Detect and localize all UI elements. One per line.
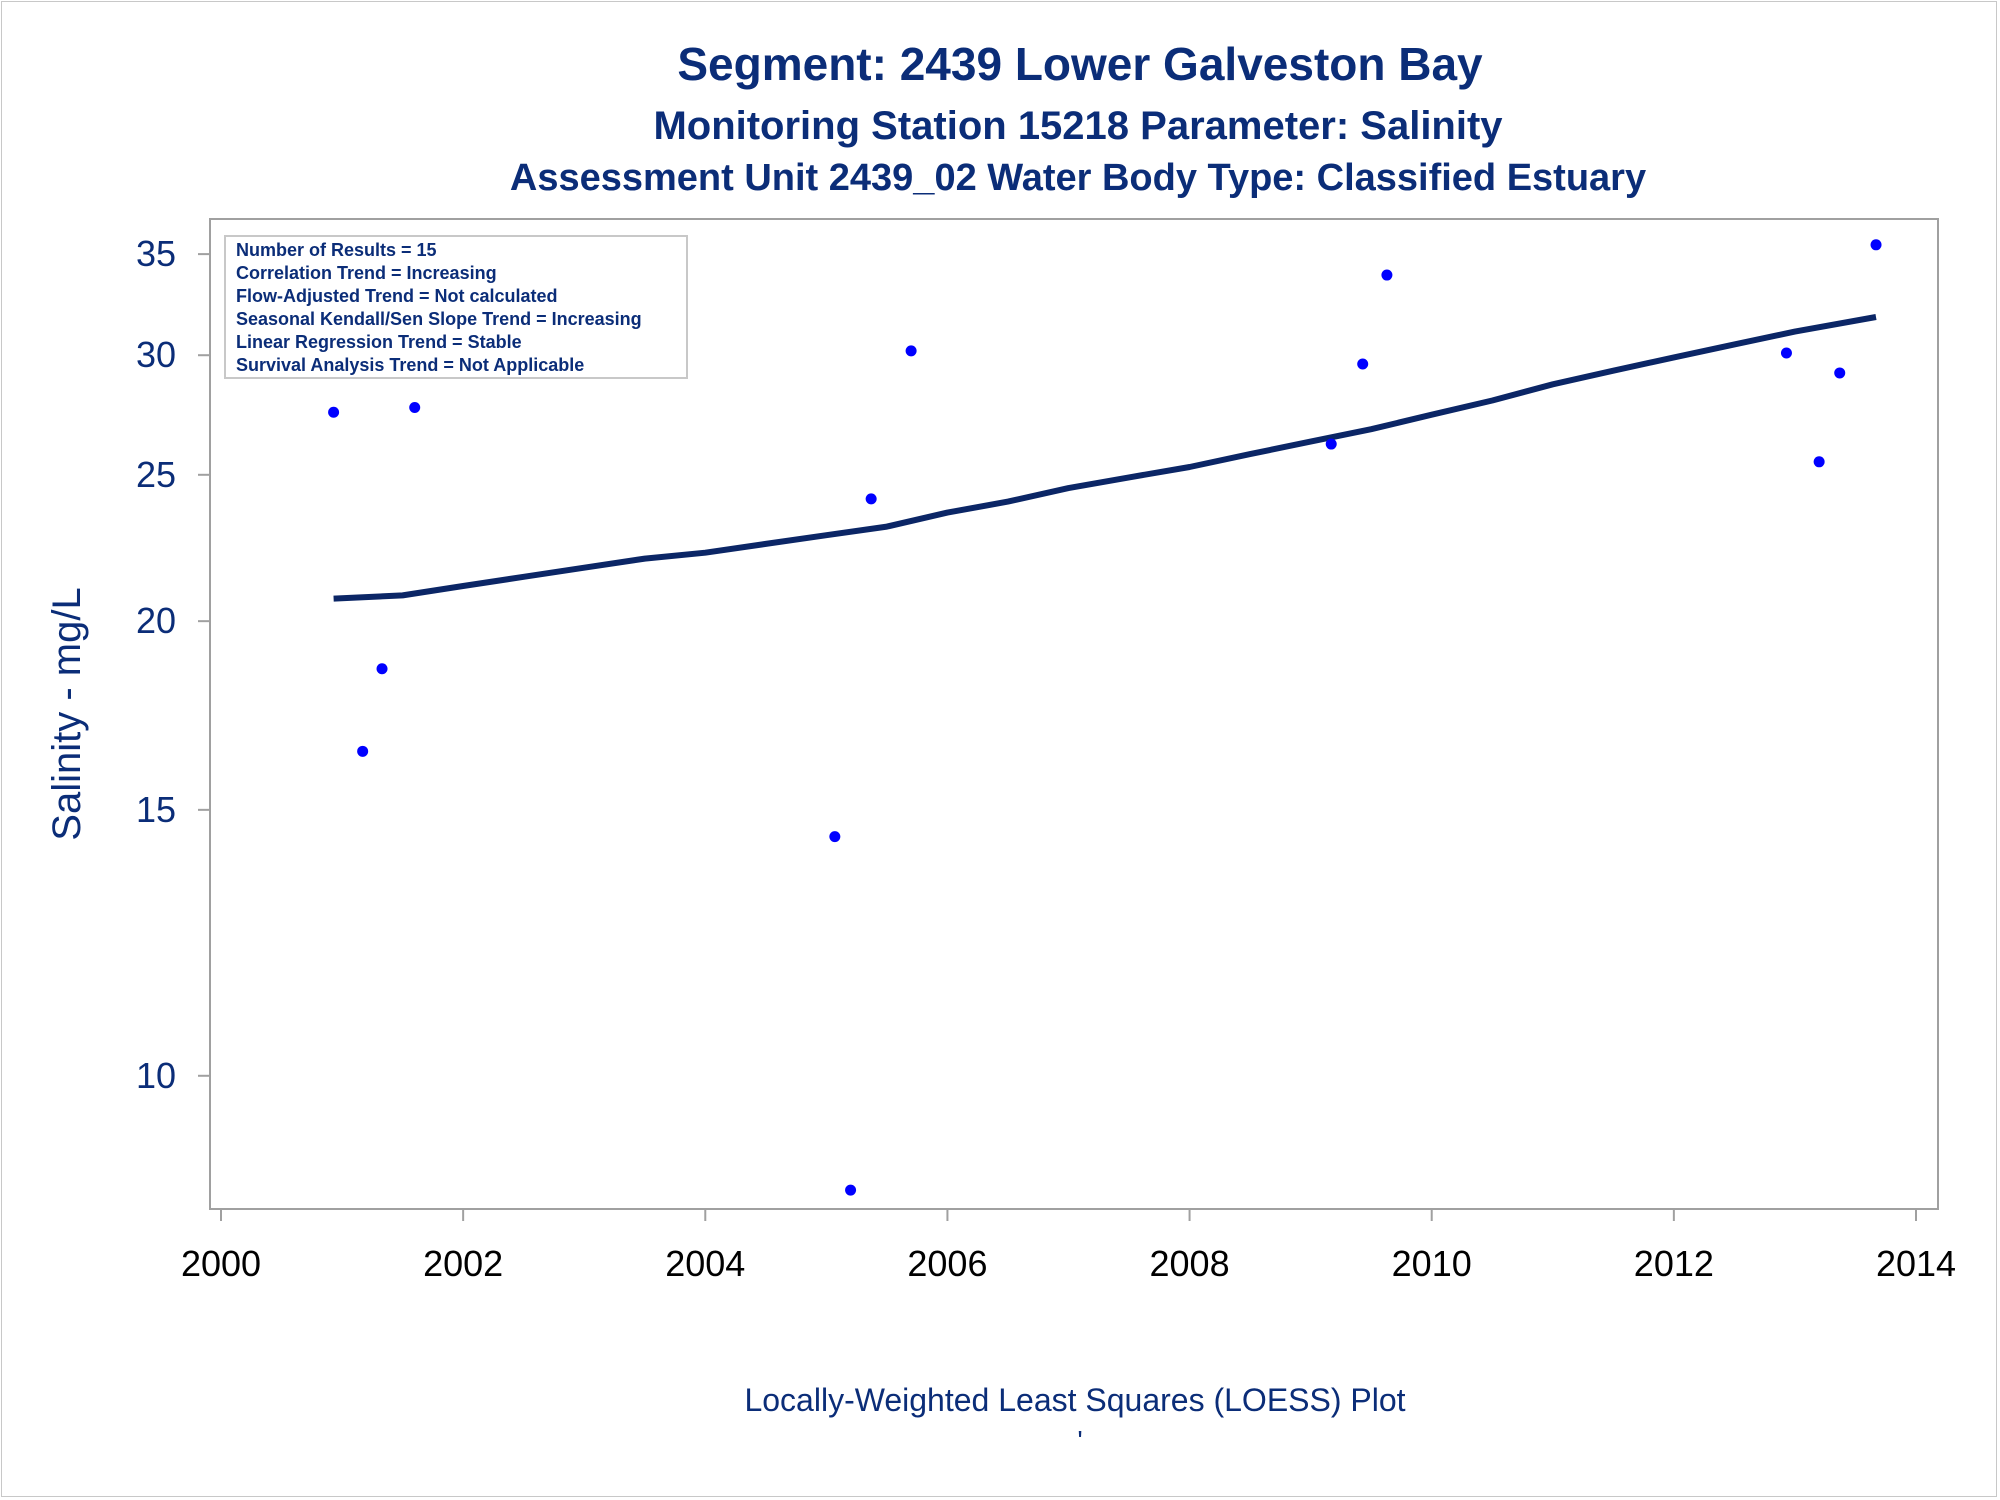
info-box-line: Survival Analysis Trend = Not Applicable <box>236 355 584 375</box>
chart-title: Segment: 2439 Lower Galveston Bay <box>677 38 1483 90</box>
data-point <box>1813 456 1825 468</box>
y-axis-label: Salinity - mg/L <box>45 587 89 840</box>
data-point <box>829 831 841 843</box>
x-tick-label: 2014 <box>1876 1243 1956 1284</box>
x-tick-label: 2008 <box>1150 1243 1230 1284</box>
chart-subtitle-station: Monitoring Station 15218 Parameter: Sali… <box>653 104 1503 148</box>
y-axis: 10 15 20 25 30 35 <box>136 233 210 1096</box>
data-point <box>1780 347 1792 359</box>
data-point <box>1381 269 1393 281</box>
data-point <box>865 493 877 505</box>
data-point <box>328 406 340 418</box>
data-point <box>905 345 917 357</box>
x-axis: 2000 2002 2004 2006 2008 2010 2012 2014 <box>181 1209 1956 1284</box>
x-tick-label: 2004 <box>665 1243 745 1284</box>
data-point <box>845 1184 857 1196</box>
data-point <box>1834 367 1846 379</box>
loess-line <box>333 314 1877 602</box>
info-box-line: Seasonal Kendall/Sen Slope Trend = Incre… <box>236 309 642 329</box>
x-tick-label: 2002 <box>423 1243 503 1284</box>
data-point <box>1325 438 1337 450</box>
y-tick-label: 20 <box>136 600 176 641</box>
data-point <box>376 663 388 675</box>
x-tick-label: 2010 <box>1392 1243 1472 1284</box>
data-point <box>1357 358 1369 370</box>
y-tick-label: 35 <box>136 233 176 274</box>
info-box-line: Linear Regression Trend = Stable <box>236 332 522 352</box>
data-points <box>328 239 1882 1196</box>
info-box-line: Flow-Adjusted Trend = Not calculated <box>236 286 558 306</box>
plot-area <box>209 218 1939 1210</box>
info-box-line: Correlation Trend = Increasing <box>236 263 497 283</box>
x-tick-label: 2006 <box>907 1243 987 1284</box>
data-point <box>1870 239 1882 251</box>
x-tick-label: 2012 <box>1634 1243 1714 1284</box>
info-box-line: Number of Results = 15 <box>236 240 437 260</box>
chart-subtitle-assessment: Assessment Unit 2439_02 Water Body Type:… <box>510 157 1646 199</box>
x-tick-label: 2000 <box>181 1243 261 1284</box>
y-tick-label: 30 <box>136 334 176 375</box>
y-tick-label: 10 <box>136 1055 176 1096</box>
data-point <box>357 745 369 757</box>
footnote-mark: ' <box>1077 1425 1082 1456</box>
info-box <box>224 235 688 379</box>
y-tick-label: 25 <box>136 454 176 495</box>
data-point <box>409 402 421 414</box>
footnote: Locally-Weighted Least Squares (LOESS) P… <box>744 1382 1405 1418</box>
y-tick-label: 15 <box>136 789 176 830</box>
info-box-lines: Number of Results = 15 Correlation Trend … <box>236 240 642 375</box>
